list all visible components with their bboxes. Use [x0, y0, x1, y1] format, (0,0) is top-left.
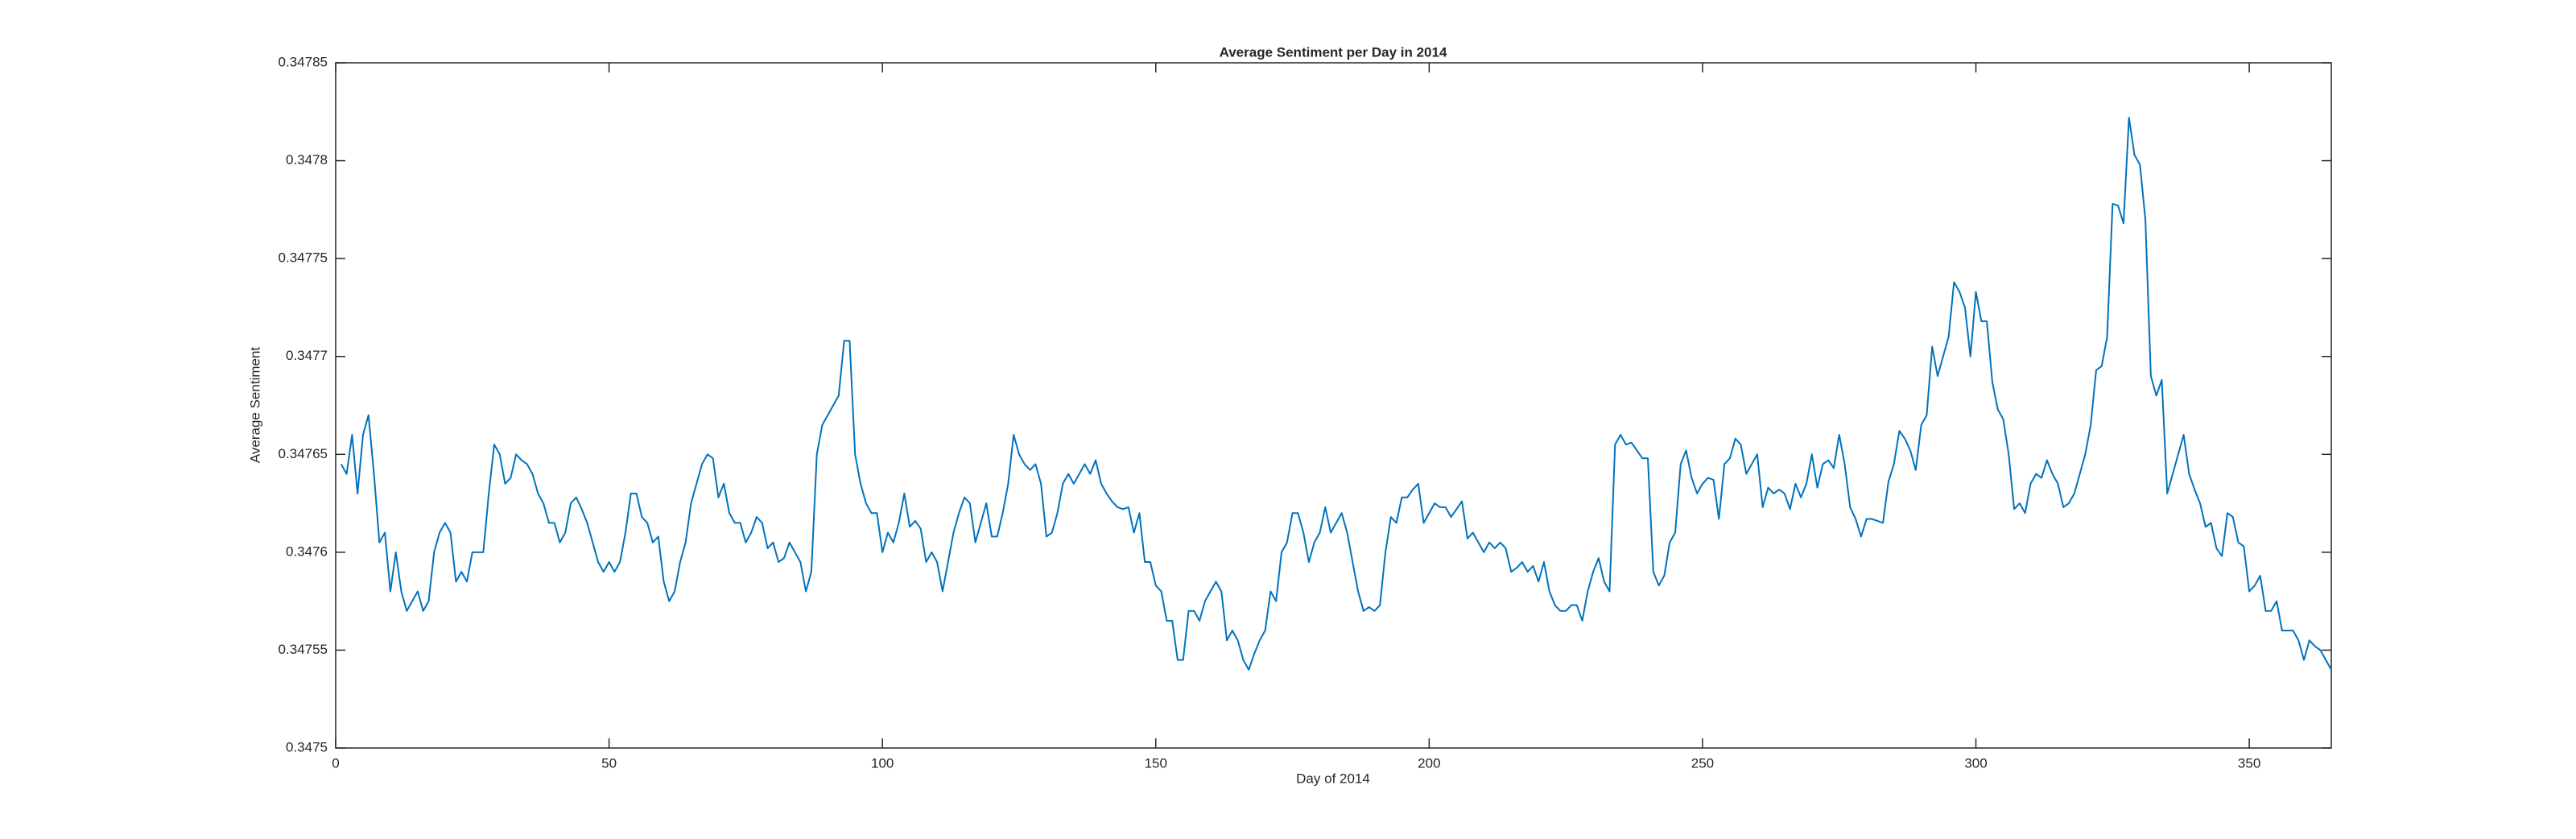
y-tick-label: 0.3476 [286, 543, 328, 559]
x-axis-label: Day of 2014 [1296, 771, 1370, 786]
x-tick-label: 50 [601, 755, 617, 771]
chart-title: Average Sentiment per Day in 2014 [1220, 44, 1447, 60]
y-axis-label: Average Sentiment [247, 347, 262, 464]
y-tick-label: 0.34785 [279, 54, 328, 69]
y-tick-label: 0.34765 [279, 446, 328, 461]
x-tick-label: 300 [1964, 755, 1987, 771]
data-line [340, 117, 2332, 671]
plot-frame [335, 62, 2332, 749]
x-tick-label: 100 [871, 755, 894, 771]
y-tick-label: 0.34775 [279, 250, 328, 266]
y-tick-label: 0.3475 [286, 739, 328, 754]
x-tick-label: 350 [2238, 755, 2260, 771]
x-tick-label: 0 [332, 755, 339, 771]
x-tick-label: 200 [1418, 755, 1440, 771]
y-tick-label: 0.3478 [286, 152, 328, 167]
y-tick-label: 0.34755 [279, 642, 328, 657]
x-tick-label: 150 [1145, 755, 1167, 771]
y-tick-label: 0.3477 [286, 348, 328, 363]
x-tick-label: 250 [1691, 755, 1714, 771]
